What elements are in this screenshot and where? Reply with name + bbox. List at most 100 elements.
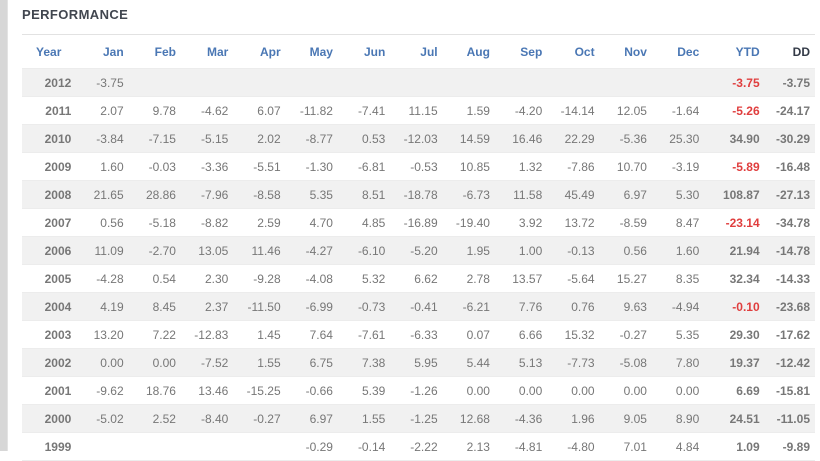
column-header-oct: Oct [574, 45, 595, 59]
month-cell-jul: -6.33 [410, 328, 438, 342]
month-cell-aug: -6.21 [462, 300, 490, 314]
month-cell-aug: 1.95 [466, 244, 490, 258]
month-cell-may: 6.75 [309, 356, 333, 370]
month-cell-nov: 7.01 [623, 440, 647, 454]
month-cell-mar: -8.82 [200, 216, 229, 230]
column-header-ytd: YTD [735, 45, 760, 59]
month-cell-jul: -12.03 [403, 132, 438, 146]
month-cell-sep: 16.46 [512, 132, 543, 146]
month-cell-jul: 5.95 [414, 356, 438, 370]
column-header-aug: Aug [466, 45, 490, 59]
dd-cell: -12.42 [775, 356, 810, 370]
column-header-dec: Dec [677, 45, 700, 59]
month-cell-apr: 6.07 [257, 104, 281, 118]
month-cell-dec: 25.30 [669, 132, 700, 146]
month-cell-feb [129, 69, 181, 97]
month-cell-oct: -14.14 [560, 104, 595, 118]
month-cell-nov: -8.59 [619, 216, 647, 230]
table-header: Year Jan Feb Mar Apr May Jun Jul Aug Sep Oct Nov Dec… [22, 35, 815, 69]
month-cell-mar: 2.30 [204, 272, 229, 286]
month-cell-dec: -4.94 [671, 300, 700, 314]
month-cell-jul: -0.41 [410, 300, 438, 314]
month-cell-oct: -5.64 [567, 272, 595, 286]
month-cell-jan: 1.60 [100, 160, 124, 174]
month-cell-nov: 15.27 [616, 272, 647, 286]
year-cell: 2006 [44, 244, 72, 258]
month-cell-aug: 10.85 [459, 160, 490, 174]
month-cell-aug [443, 69, 495, 97]
month-cell-mar: 2.37 [204, 300, 229, 314]
month-cell-nov [600, 69, 652, 97]
table-row-2010: 2010 -3.84 -7.15 -5.15 2.02 -8.77 0.53 -12.03 14… [22, 124, 815, 153]
month-cell-apr [233, 433, 285, 461]
dd-cell: -23.68 [775, 300, 810, 314]
month-cell-oct: 13.72 [564, 216, 595, 230]
month-cell-jun: -0.73 [357, 300, 386, 314]
month-cell-dec: 4.84 [675, 440, 700, 454]
month-cell-jan: -3.84 [96, 132, 124, 146]
month-cell-feb: 28.86 [145, 188, 176, 202]
table-row-2003: 2003 13.20 7.22 -12.83 1.45 7.64 -7.61 -6.33 0.0… [22, 320, 815, 349]
month-cell-dec: 5.30 [675, 188, 700, 202]
month-cell-apr: -9.28 [253, 272, 281, 286]
month-cell-may: -11.82 [299, 104, 333, 118]
month-cell-aug: -19.40 [455, 216, 490, 230]
table-row-2006: 2006 11.09 -2.70 13.05 11.46 -4.27 -6.10 -5.20 1… [22, 236, 815, 265]
column-header-apr: Apr [259, 45, 281, 59]
month-cell-feb: 7.22 [152, 328, 176, 342]
header-row: Year Jan Feb Mar Apr May Jun Jul Aug Sep Oct Nov Dec… [22, 35, 815, 69]
month-cell-sep: -4.20 [514, 104, 543, 118]
month-cell-jul: -18.78 [403, 188, 438, 202]
dd-cell: -24.17 [775, 104, 810, 118]
dd-cell: -17.62 [775, 328, 810, 342]
month-cell-nov: 9.05 [623, 412, 647, 426]
month-cell-feb: -0.03 [148, 160, 176, 174]
dd-cell: -14.78 [775, 244, 810, 258]
month-cell-nov: 9.63 [623, 300, 647, 314]
month-cell-apr [233, 69, 285, 97]
month-cell-mar [181, 69, 233, 97]
year-cell: 2003 [44, 328, 72, 342]
month-cell-oct [547, 69, 599, 97]
month-cell-oct: 0.00 [571, 384, 595, 398]
performance-table: Year Jan Feb Mar Apr May Jun Jul Aug Sep Oct Nov Dec… [22, 35, 815, 461]
month-cell-jul: -2.22 [410, 440, 438, 454]
month-cell-mar: -12.83 [194, 328, 229, 342]
ytd-cell: 21.94 [729, 244, 760, 258]
month-cell-dec: 1.60 [675, 244, 700, 258]
month-cell-feb: 0.54 [152, 272, 176, 286]
month-cell-jan: 21.65 [93, 188, 124, 202]
month-cell-may: -1.30 [305, 160, 333, 174]
month-cell-jan: -9.62 [96, 384, 124, 398]
month-cell-aug: 2.78 [466, 272, 490, 286]
month-cell-mar: -7.52 [200, 356, 229, 370]
dd-cell: -30.29 [775, 132, 810, 146]
dd-cell: -11.05 [776, 412, 810, 426]
ytd-cell: -3.75 [732, 76, 760, 90]
month-cell-jul: -1.25 [410, 412, 438, 426]
month-cell-jan: -5.02 [96, 412, 124, 426]
ytd-cell: 19.37 [729, 356, 760, 370]
month-cell-may: 4.70 [309, 216, 333, 230]
month-cell-jan: -3.75 [96, 76, 124, 90]
month-cell-oct: -4.80 [567, 440, 595, 454]
month-cell-nov: 10.70 [616, 160, 647, 174]
year-cell: 2001 [44, 384, 72, 398]
month-cell-feb [129, 433, 181, 461]
month-cell-may [286, 69, 338, 97]
month-cell-feb: 18.76 [145, 384, 176, 398]
month-cell-mar: -4.62 [200, 104, 229, 118]
month-cell-jul: 6.62 [414, 272, 438, 286]
table-row-2007: 2007 0.56 -5.18 -8.82 2.59 4.70 4.85 -16.89 -19.… [22, 208, 815, 237]
month-cell-jan [76, 433, 128, 461]
ytd-cell: -5.26 [732, 104, 760, 118]
month-cell-jun: 1.55 [361, 412, 386, 426]
table-row-2011: 2011 2.07 9.78 -4.62 6.07 -11.82 -7.41 11.15 1.5… [22, 96, 815, 125]
month-cell-nov: 0.00 [623, 384, 647, 398]
month-cell-dec: -1.64 [671, 104, 700, 118]
month-cell-oct: 1.96 [571, 412, 595, 426]
month-cell-nov: -5.36 [619, 132, 647, 146]
month-cell-oct: 22.29 [564, 132, 595, 146]
month-cell-sep: 7.76 [518, 300, 543, 314]
month-cell-jul: 11.15 [408, 104, 438, 118]
